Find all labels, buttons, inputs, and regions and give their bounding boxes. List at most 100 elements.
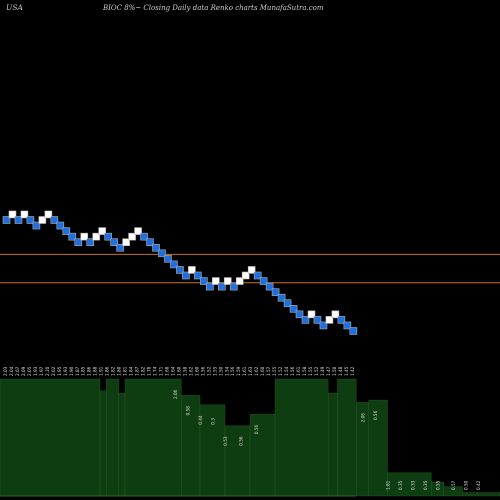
price-label-5: 2.05 — [27, 366, 32, 376]
renko-brick-31 — [182, 271, 190, 280]
price-label-26: 1.74 — [153, 366, 158, 376]
renko-brick-35 — [206, 282, 214, 291]
price-label-12: 1.90 — [69, 366, 74, 376]
price-label-53: 1.52 — [314, 366, 319, 376]
price-label-38: 1.54 — [224, 366, 229, 376]
price-label-11: 1.93 — [63, 366, 68, 376]
renko-brick-29 — [170, 260, 178, 269]
volume-panel — [0, 378, 500, 497]
price-label-54: 1.49 — [320, 366, 325, 376]
renko-brick-41 — [241, 271, 250, 280]
volume-label-15: 0.57 — [451, 480, 456, 490]
volume-bar-1 — [0, 378, 101, 497]
renko-brick-4 — [20, 210, 29, 219]
price-label-18: 1.86 — [105, 366, 110, 376]
renko-brick-34 — [200, 277, 208, 285]
renko-brick-6 — [32, 221, 41, 230]
renko-brick-12 — [68, 232, 77, 241]
price-label-36: 1.55 — [212, 366, 217, 376]
volume-bar-11 — [327, 392, 338, 497]
price-label-19: 1.82 — [111, 366, 116, 376]
volume-bar-12 — [337, 378, 357, 497]
price-label-51: 1.58 — [302, 366, 307, 376]
renko-brick-42 — [247, 266, 256, 274]
volume-label-10: 1.81 — [386, 480, 391, 490]
volume-bar-10 — [274, 378, 329, 497]
price-label-29: 1.64 — [170, 366, 175, 376]
price-label-49: 1.56 — [290, 366, 295, 376]
volume-label-16: 0.50 — [464, 480, 469, 490]
price-label-17: 1.91 — [99, 366, 104, 376]
price-label-46: 1.55 — [272, 366, 277, 376]
price-label-1: 2.03 — [3, 366, 8, 376]
price-label-24: 1.82 — [141, 366, 146, 376]
volume-label-2: 0.58 — [186, 406, 191, 416]
renko-brick-59 — [349, 327, 358, 335]
price-label-27: 1.71 — [158, 366, 163, 376]
volume-label-7: 0.56 — [254, 424, 259, 434]
renko-brick-49 — [289, 304, 298, 313]
price-label-47: 1.52 — [278, 366, 283, 376]
renko-brick-39 — [229, 282, 238, 291]
price-labels: 2.03 2.04 2.07 2.09 2.05 1.93 1.97 2.10 2.02 1.95… — [3, 366, 355, 376]
volume-bar-17 — [443, 486, 463, 497]
renko-brick-1 — [2, 216, 11, 224]
renko-brick-38 — [223, 277, 232, 285]
price-label-34: 1.56 — [200, 366, 205, 376]
volume-label-14: 0.55 — [436, 480, 441, 490]
renko-brick-17 — [98, 227, 106, 235]
volume-bar-4 — [118, 392, 126, 497]
price-label-43: 1.62 — [254, 366, 259, 376]
renko-brick-52 — [307, 310, 316, 319]
volume-bar-7 — [199, 404, 226, 497]
volume-label-9: 0.56 — [373, 410, 378, 420]
renko-brick-3 — [14, 216, 23, 224]
volume-bar-8 — [224, 425, 251, 497]
price-label-32: 1.62 — [188, 366, 193, 376]
renko-brick-18 — [104, 232, 112, 241]
renko-brick-20 — [116, 243, 124, 252]
renko-bricks — [2, 210, 358, 335]
renko-brick-13 — [74, 238, 83, 246]
price-label-6: 1.93 — [33, 366, 38, 376]
renko-brick-23 — [134, 227, 142, 235]
volume-label-11: 0.35 — [398, 480, 403, 490]
volume-bar-2 — [99, 390, 107, 497]
price-label-56: 1.50 — [332, 366, 337, 376]
price-label-39: 1.56 — [230, 366, 235, 376]
renko-brick-36 — [212, 277, 220, 285]
price-label-35: 1.52 — [206, 366, 211, 376]
renko-brick-27 — [158, 249, 166, 258]
renko-brick-25 — [146, 238, 154, 246]
price-label-45: 1.57 — [266, 366, 271, 376]
renko-brick-26 — [152, 243, 160, 252]
volume-bar-6 — [181, 395, 201, 497]
price-label-14: 1.85 — [81, 366, 86, 376]
volume-bar-3 — [106, 378, 119, 497]
renko-brick-57 — [337, 316, 346, 324]
renko-brick-43 — [253, 271, 262, 280]
renko-brick-11 — [62, 227, 71, 235]
price-label-33: 1.60 — [194, 366, 199, 376]
price-label-30: 1.60 — [176, 366, 181, 376]
renko-brick-24 — [140, 232, 148, 241]
price-label-55: 1.47 — [326, 366, 331, 376]
volume-label-5: 0.53 — [223, 436, 228, 446]
renko-brick-10 — [56, 221, 65, 230]
renko-brick-33 — [194, 271, 202, 280]
renko-brick-19 — [110, 238, 118, 246]
price-label-13: 1.87 — [75, 366, 80, 376]
renko-brick-32 — [188, 266, 196, 274]
price-label-2: 2.04 — [9, 366, 14, 376]
renko-brick-22 — [128, 232, 136, 241]
price-label-23: 1.87 — [135, 366, 140, 376]
renko-brick-7 — [38, 216, 47, 224]
renko-brick-45 — [265, 282, 274, 291]
renko-brick-58 — [343, 321, 352, 330]
renko-brick-30 — [176, 266, 184, 274]
renko-brick-28 — [164, 255, 172, 263]
price-label-57: 1.48 — [338, 366, 343, 376]
volume-label-4: 0.3 — [211, 418, 216, 425]
price-label-8: 2.10 — [45, 366, 50, 376]
